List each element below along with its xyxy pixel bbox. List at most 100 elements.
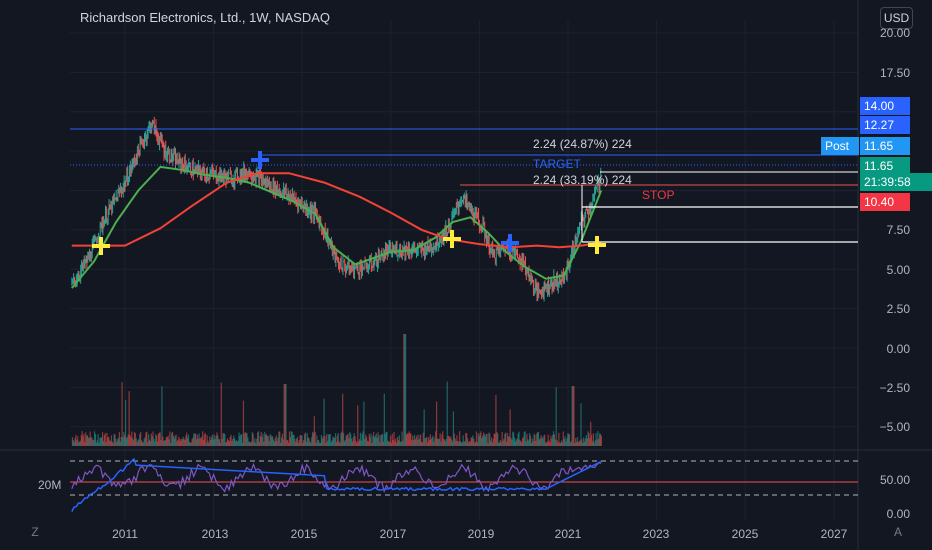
volume-bar — [285, 384, 287, 446]
volume-bar — [570, 441, 572, 446]
volume-bar — [433, 441, 435, 446]
last-price-tag: 11.65 — [860, 157, 910, 175]
volume-bar — [316, 435, 318, 446]
volume-bar — [369, 436, 371, 446]
volume-bar — [194, 433, 197, 446]
volume-bar — [208, 442, 210, 446]
volume-bar — [550, 435, 552, 446]
volume-bar — [409, 432, 411, 446]
osc-purple-line — [71, 462, 602, 494]
volume-bar — [583, 437, 585, 446]
volume-bar — [596, 439, 598, 446]
volume-bar — [138, 439, 140, 446]
volume-bar — [362, 431, 364, 446]
volume-bar — [452, 411, 455, 446]
volume-bar — [515, 439, 517, 446]
volume-bar — [380, 435, 382, 446]
volume-bar — [516, 438, 518, 446]
currency-button[interactable]: USD — [880, 7, 913, 29]
volume-bar — [118, 432, 120, 446]
volume-bar — [288, 442, 290, 446]
volume-bar — [77, 436, 79, 446]
volume-bar — [398, 435, 400, 446]
price-axis-label: 20.00 — [879, 26, 910, 40]
volume-bar — [124, 435, 126, 446]
volume-bar — [460, 442, 462, 446]
volume-bar — [197, 438, 199, 446]
volume-bar — [583, 441, 586, 446]
volume-bar — [211, 434, 214, 446]
volume-bar — [486, 433, 488, 446]
volume-bar — [402, 440, 404, 446]
sell-marker — [501, 234, 519, 252]
volume-bar — [381, 434, 384, 446]
volume-bar — [90, 437, 92, 446]
volume-bar — [400, 442, 402, 446]
volume-bar — [420, 434, 422, 446]
buy-marker — [443, 230, 461, 248]
auto-scale-button[interactable]: A — [893, 525, 902, 539]
volume-bar — [342, 432, 345, 446]
volume-bar — [81, 431, 83, 446]
volume-bar — [206, 435, 208, 446]
volume-bar — [461, 442, 463, 446]
volume-bar — [191, 439, 193, 446]
volume-bar — [430, 439, 432, 446]
volume-bar — [279, 431, 281, 446]
chart-title: Richardson Electronics, Ltd., 1W, NASDAQ — [80, 10, 330, 25]
volume-bar — [140, 432, 142, 446]
volume-bar — [326, 433, 328, 446]
volume-bar — [480, 431, 482, 446]
volume-bar — [272, 436, 274, 446]
volume-bar — [425, 437, 427, 446]
volume-bar — [572, 386, 574, 446]
volume-bar — [386, 431, 388, 446]
volume-bar — [422, 432, 424, 446]
volume-bar — [397, 440, 400, 446]
volume-bar — [591, 440, 594, 446]
volume-bar — [339, 442, 341, 446]
volume-bar — [231, 441, 233, 446]
volume-bar — [372, 436, 374, 446]
volume-bars — [71, 334, 602, 446]
horizontal-levels[interactable] — [70, 128, 858, 243]
volume-bar — [419, 438, 421, 446]
volume-bar — [418, 434, 420, 446]
volume-bar — [444, 441, 447, 446]
volume-bar — [139, 434, 141, 446]
volume-bar — [319, 442, 321, 446]
volume-bar — [587, 431, 589, 446]
volume-bar — [412, 439, 415, 446]
volume-bar — [511, 439, 513, 446]
volume-bar — [186, 432, 188, 446]
time-axis-label: 2027 — [820, 527, 848, 541]
volume-bar — [412, 436, 414, 446]
volume-bar — [439, 433, 441, 446]
zoom-button[interactable]: Z — [31, 525, 39, 539]
volume-bar — [277, 437, 279, 446]
volume-bar — [150, 433, 152, 446]
volume-bar — [175, 434, 177, 446]
volume-bar — [311, 437, 313, 446]
volume-bar — [554, 439, 556, 446]
volume-bar — [171, 432, 173, 446]
volume-bar — [484, 436, 486, 446]
price-axis-label: 0.00 — [886, 342, 910, 356]
volume-bar — [566, 438, 568, 446]
volume-bar — [383, 393, 385, 446]
volume-bar — [76, 440, 78, 446]
volume-bar — [561, 442, 563, 446]
volume-bar — [521, 438, 524, 446]
volume-bar — [110, 435, 113, 446]
volume-bar — [278, 431, 280, 446]
volume-bar — [300, 435, 302, 446]
volume-bar — [202, 431, 204, 446]
volume-bar — [312, 433, 315, 446]
volume-bar — [264, 431, 266, 446]
volume-bar — [86, 435, 89, 446]
volume-bar — [216, 432, 218, 446]
time-axis-label: 2013 — [201, 527, 229, 541]
volume-bar — [538, 439, 540, 446]
volume-bar — [474, 442, 476, 446]
